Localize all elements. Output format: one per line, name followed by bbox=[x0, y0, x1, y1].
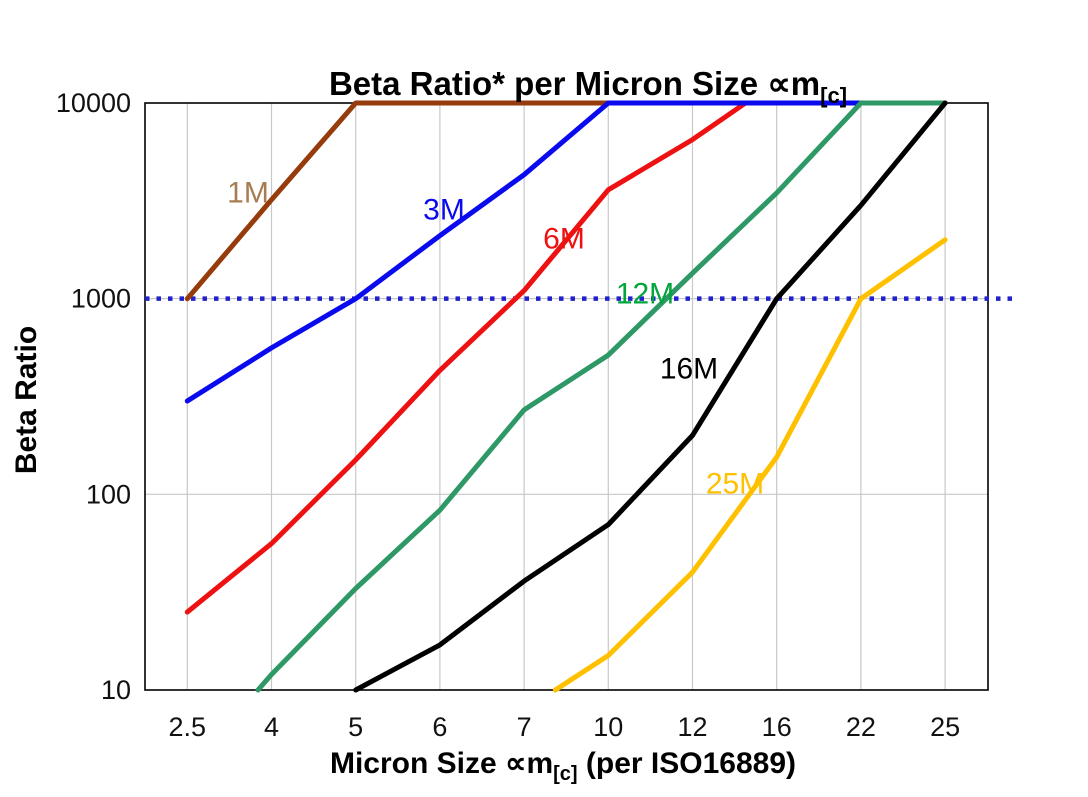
y-tick-10000: 10000 bbox=[56, 88, 131, 118]
x-tick-22: 22 bbox=[846, 712, 876, 742]
series-label-3M: 3M bbox=[423, 194, 465, 227]
x-tick-6: 6 bbox=[432, 712, 447, 742]
x-tick-25: 25 bbox=[930, 712, 960, 742]
gridlines bbox=[145, 103, 988, 690]
x-tick-10: 10 bbox=[593, 712, 623, 742]
x-tick-4: 4 bbox=[264, 712, 279, 742]
series-label-6M: 6M bbox=[543, 223, 585, 256]
series-label-16M: 16M bbox=[660, 353, 718, 386]
x-axis-tick-labels: 2.5 4 5 6 7 10 12 16 22 25 bbox=[169, 712, 961, 742]
series-lines bbox=[184, 100, 948, 693]
x-tick-16: 16 bbox=[762, 712, 792, 742]
series-line-25M bbox=[552, 237, 948, 693]
x-axis-title: Micron Size ∝m[c] (per ISO16889) bbox=[330, 747, 796, 785]
series-label-12M: 12M bbox=[616, 278, 674, 311]
y-tick-1000: 1000 bbox=[71, 284, 131, 314]
y-tick-100: 100 bbox=[86, 479, 131, 509]
chart-title: Beta Ratio* per Micron Size ∝m[c] bbox=[329, 65, 847, 108]
x-tick-2.5: 2.5 bbox=[169, 712, 207, 742]
y-axis-tick-labels: 10 100 1000 10000 bbox=[56, 88, 131, 705]
series-label-1M: 1M bbox=[227, 177, 269, 210]
x-tick-5: 5 bbox=[348, 712, 363, 742]
series-line-12M bbox=[255, 100, 948, 693]
y-tick-10: 10 bbox=[101, 675, 131, 705]
series-line-3M bbox=[184, 100, 948, 404]
y-axis-title: Beta Ratio bbox=[10, 326, 43, 474]
series-label-25M: 25M bbox=[706, 468, 764, 501]
series-labels: 1M 6M 3M 12M 16M 25M bbox=[227, 177, 764, 501]
series-line-16M bbox=[353, 100, 948, 693]
series-line-6M bbox=[184, 100, 948, 615]
x-tick-12: 12 bbox=[677, 712, 707, 742]
x-tick-7: 7 bbox=[517, 712, 532, 742]
